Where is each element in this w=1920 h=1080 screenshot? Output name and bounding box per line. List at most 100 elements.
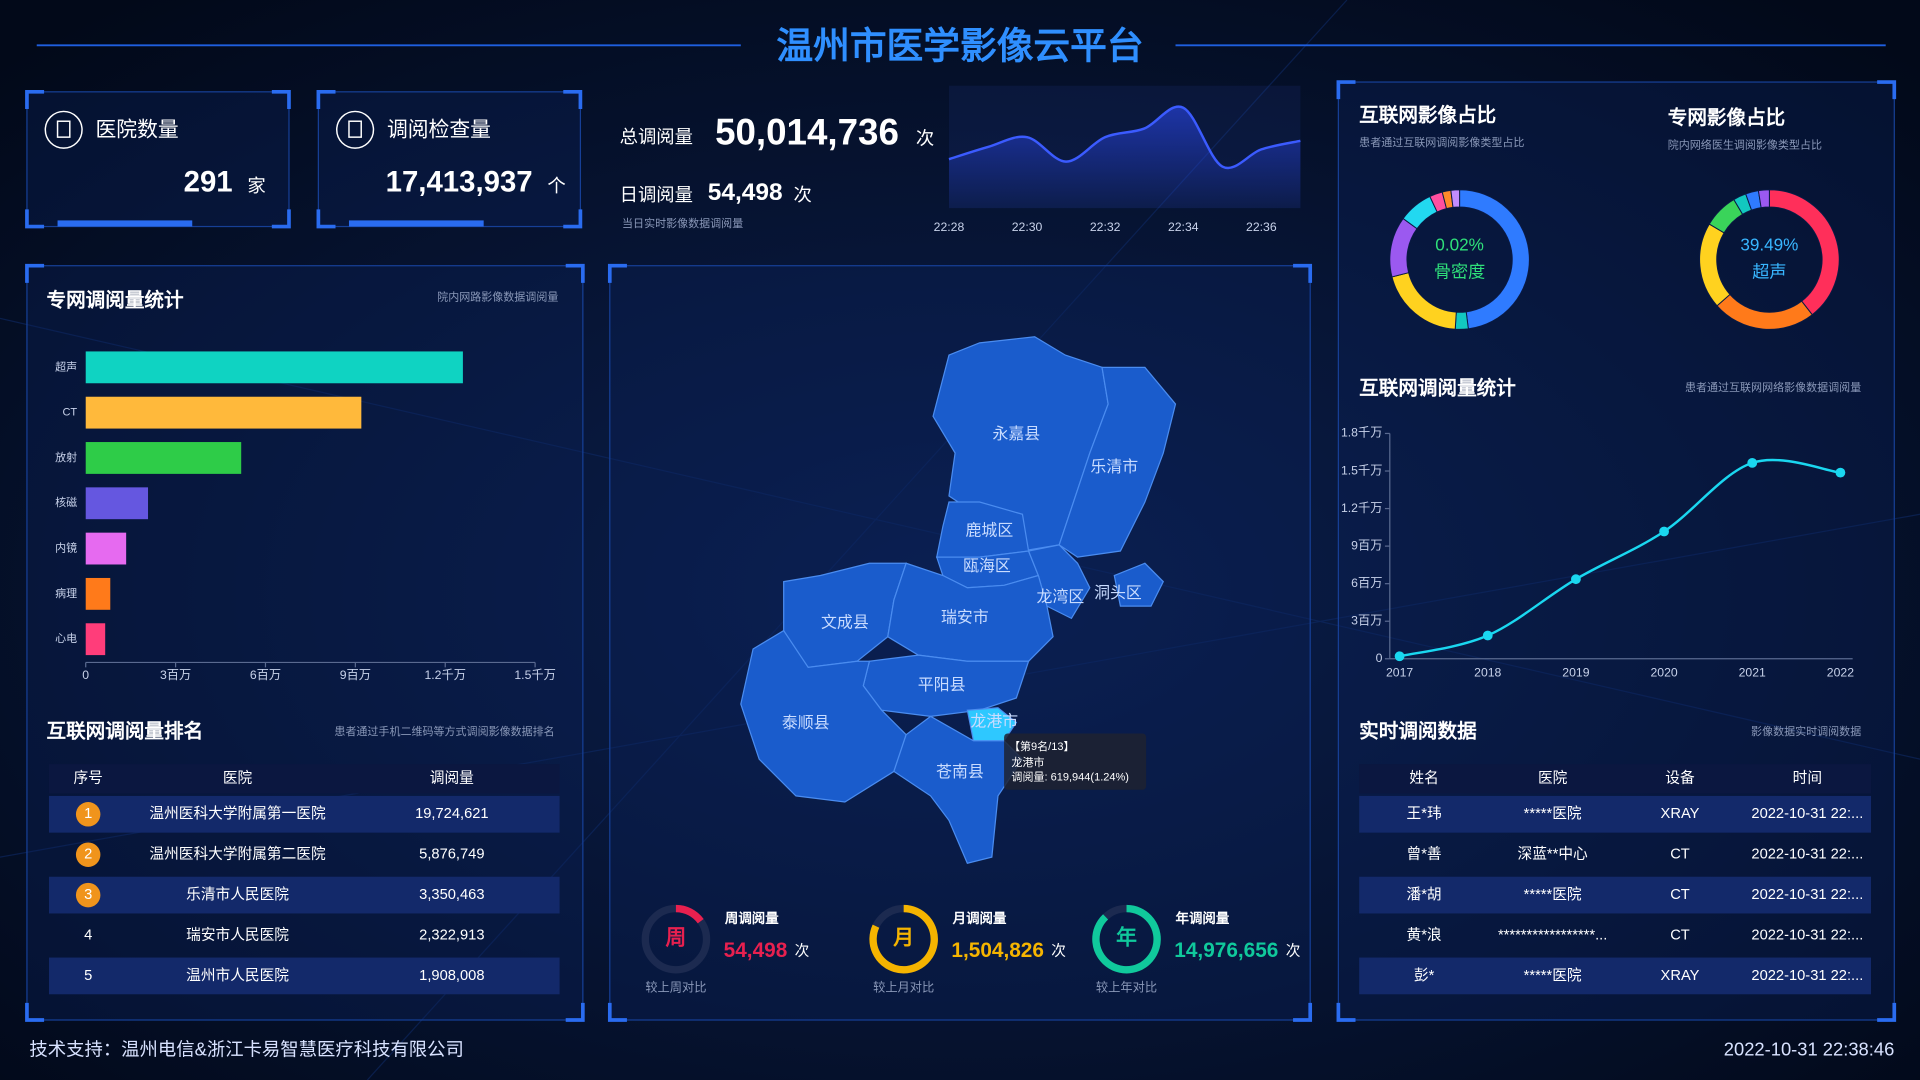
- rank-badge: [75, 882, 101, 908]
- point: [1747, 457, 1758, 468]
- gauge-char: 月: [892, 927, 914, 950]
- chart-subtitle: 院内网路影像数据调阅量: [437, 289, 558, 303]
- daily-label: 日调阅量: [620, 184, 693, 205]
- page-title: 温州市医学影像云平台: [776, 26, 1143, 67]
- point: [1835, 467, 1846, 478]
- total-value: 50,014,736: [715, 111, 899, 152]
- map-region: [887, 562, 1054, 662]
- table-cell: 19,724,621: [415, 806, 489, 822]
- table-cell: *****医院: [1524, 966, 1582, 984]
- x-tick-label: 22:34: [1168, 220, 1199, 234]
- bar: [85, 487, 149, 520]
- panel-corner: [1336, 80, 1356, 100]
- point: [1571, 574, 1581, 585]
- table-cell: 温州医科大学附属第一医院: [149, 804, 326, 822]
- gauge-arc: [869, 904, 938, 974]
- table-cell: 5: [84, 968, 92, 984]
- map-region-label: 龙湾区: [1037, 588, 1085, 606]
- table-cell: 2,322,913: [419, 927, 484, 943]
- table-row: [1359, 957, 1872, 995]
- x-tick-label: 2020: [1650, 666, 1677, 680]
- table-cell: 2022-10-31 22:...: [1751, 847, 1863, 863]
- bar: [85, 442, 242, 474]
- column-header: 设备: [1665, 770, 1695, 787]
- y-tick-label: 核磁: [55, 495, 77, 509]
- x-tick-label: 22:36: [1246, 220, 1277, 234]
- table-cell: 曾*善: [1407, 846, 1442, 863]
- chart-subtitle: 患者通过互联网网络影像数据调阅量: [1685, 380, 1861, 394]
- y-tick-label: 3百万: [1351, 613, 1382, 627]
- y-tick-label: 1.5千万: [1341, 463, 1382, 477]
- panel-corner: [271, 209, 291, 229]
- map-region-label: 泰顺县: [782, 714, 830, 732]
- map-region: [966, 707, 1018, 742]
- note: 当日实时影像数据调阅量: [622, 216, 743, 230]
- map-region-label: 平阳县: [918, 676, 966, 694]
- point: [1394, 651, 1405, 662]
- panel: [1337, 81, 1895, 1021]
- y-tick-label: 放射: [55, 450, 77, 464]
- map-tooltip: [1004, 733, 1147, 790]
- bar: [85, 623, 106, 656]
- panel-corner: [25, 90, 45, 109]
- table-cell: 潘*胡: [1407, 886, 1442, 903]
- section-subtitle: 影像数据实时调阅数据: [1751, 724, 1861, 738]
- x-tick-label: 3百万: [160, 668, 191, 682]
- y-tick-label: 内镜: [55, 540, 77, 554]
- table-cell: 温州市人民医院: [186, 966, 289, 984]
- card-bar: [57, 220, 193, 227]
- card-unit: 家: [247, 175, 265, 196]
- rank-badge: [75, 842, 101, 867]
- bar: [85, 532, 127, 565]
- gauge-unit: 次: [795, 942, 810, 959]
- card-value: 291: [184, 165, 233, 198]
- x-tick-label: 9百万: [340, 668, 371, 682]
- panel-corner: [316, 209, 336, 229]
- card-icon: [44, 110, 83, 149]
- section-subtitle: 患者通过手机二维码等方式调阅影像数据排名: [334, 724, 554, 738]
- table-cell: 3: [84, 887, 92, 903]
- panel-corner: [271, 90, 291, 109]
- table-cell: 3,350,463: [419, 887, 484, 903]
- gauge-compare: 较上月对比: [873, 979, 934, 994]
- y-tick-label: 9百万: [1351, 538, 1382, 552]
- card-icon-glyph: [56, 120, 71, 138]
- table-row: [48, 957, 560, 995]
- map-region-label: 苍南县: [936, 763, 984, 781]
- panel-corner: [25, 263, 45, 283]
- map-region-label: 永嘉县: [992, 425, 1040, 443]
- y-tick-label: 超声: [55, 359, 77, 373]
- area-fill: [948, 106, 1301, 209]
- table-header: [1359, 764, 1872, 794]
- daily-unit: 次: [793, 184, 811, 205]
- gauge-label: 周调阅量: [725, 910, 779, 926]
- chart-title: 互联网影像占比: [1359, 103, 1496, 126]
- table-row: [1359, 795, 1872, 833]
- panel-corner: [1293, 1002, 1313, 1022]
- column-header: 序号: [73, 770, 102, 787]
- gauge-arc: [675, 904, 704, 924]
- table-cell: 黄*浪: [1407, 926, 1442, 943]
- card-unit: 个: [547, 175, 565, 196]
- column-header: 姓名: [1409, 770, 1438, 787]
- footer-time: 2022-10-31 22:38:46: [1724, 1038, 1894, 1059]
- y-tick-label: 0: [1376, 651, 1383, 665]
- x-tick-label: 22:30: [1012, 220, 1043, 234]
- tooltip-name: 龙港市: [1011, 755, 1044, 769]
- x-tick-label: 2017: [1386, 666, 1413, 680]
- point: [1659, 526, 1669, 537]
- panel-corner: [563, 209, 583, 229]
- y-tick-label: CT: [62, 407, 77, 419]
- table-cell: 2: [84, 847, 92, 863]
- column-header: 医院: [223, 769, 253, 787]
- gauge-unit: 次: [1286, 942, 1301, 959]
- table-cell: 彭*: [1414, 967, 1435, 984]
- map-region-label: 鹿城区: [966, 522, 1014, 540]
- gauge-label: 月调阅量: [952, 910, 1007, 926]
- total-label: 总调阅量: [620, 126, 693, 147]
- panel-corner: [565, 1002, 585, 1022]
- column-header: 医院: [1538, 769, 1568, 787]
